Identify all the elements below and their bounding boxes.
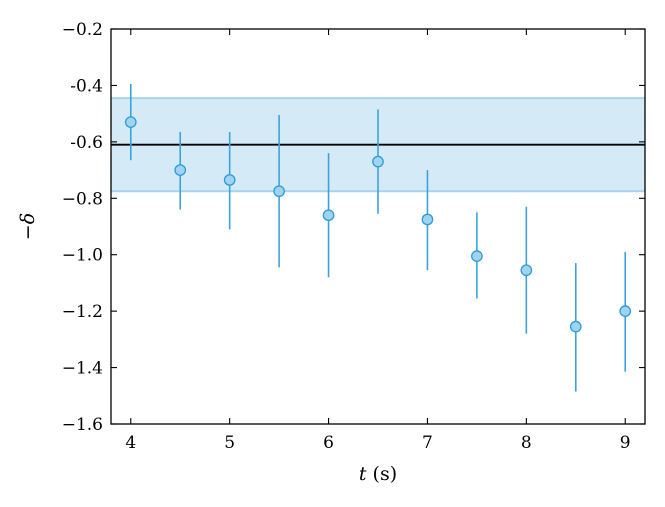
data-point-2 <box>223 174 236 186</box>
x-tick-label-0: 4 <box>125 433 136 453</box>
x-tick-label-2: 6 <box>323 433 334 453</box>
y-tick-label-3: −1.0 <box>62 246 103 266</box>
data-point-10 <box>619 305 632 317</box>
x-axis-label-variable: t <box>359 463 367 485</box>
y-axis-label: −δ <box>17 213 39 240</box>
data-markers <box>124 116 632 333</box>
data-point-4 <box>322 209 335 222</box>
x-tick-label-3: 7 <box>422 433 433 453</box>
data-point-7 <box>471 250 483 262</box>
data-point-0 <box>124 116 137 128</box>
data-point-1 <box>174 164 187 176</box>
y-tick-label-7: −0.2 <box>62 20 103 40</box>
data-point-6 <box>421 213 434 226</box>
y-tick-label-2: −1.2 <box>62 302 103 322</box>
x-axis-ticks: 4 5 6 7 8 9 <box>125 29 631 453</box>
x-tick-label-1: 5 <box>224 433 235 453</box>
data-point-3 <box>273 185 285 198</box>
x-tick-label-5: 9 <box>620 433 631 453</box>
y-tick-label-1: −1.4 <box>62 359 103 379</box>
data-point-5 <box>372 155 384 168</box>
y-tick-label-4: −0.8 <box>62 189 103 209</box>
y-axis-ticks: −1.6 −1.4 −1.2 −1.0 −0.8 -0.6 -0.4 −0.2 <box>62 20 645 435</box>
y-tick-label-0: −1.6 <box>62 415 103 435</box>
plot-frame <box>110 28 646 425</box>
x-axis-label-unit: (s) <box>373 463 398 485</box>
y-tick-label-5: -0.6 <box>70 133 103 153</box>
x-tick-label-4: 8 <box>521 433 532 453</box>
x-axis-label: t (s) <box>359 463 397 485</box>
data-point-9 <box>569 320 582 333</box>
y-tick-label-6: -0.4 <box>70 76 103 96</box>
data-point-8 <box>520 264 533 277</box>
